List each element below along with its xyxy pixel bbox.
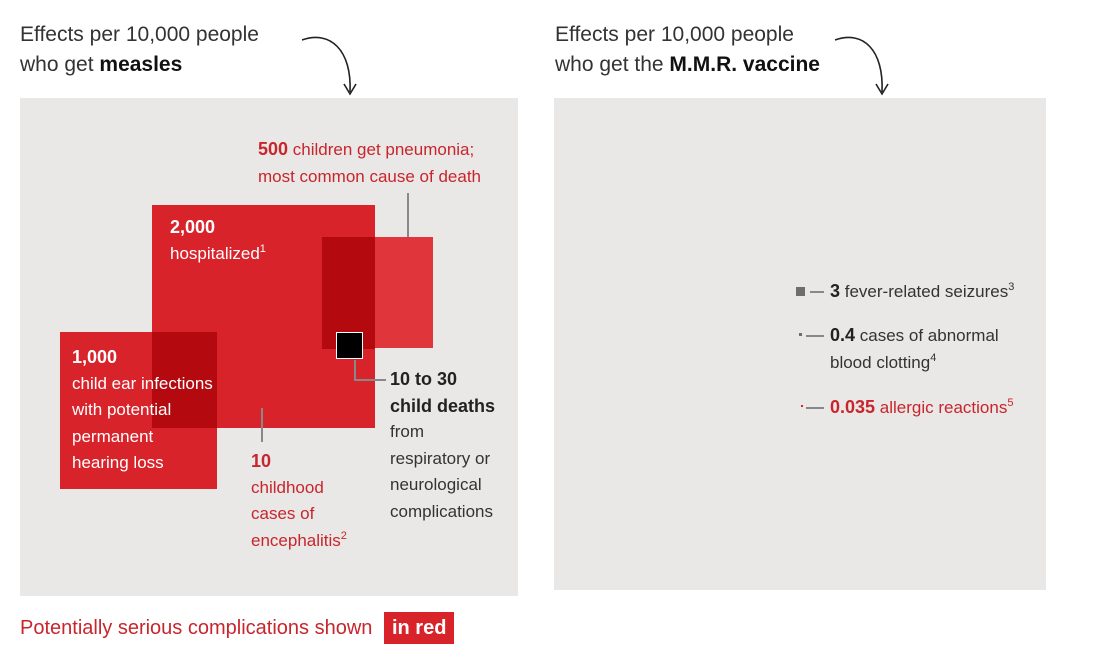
child-deaths-square — [336, 332, 364, 360]
encephalitis-label: 10 childhood cases of encephalitis2 — [251, 448, 347, 554]
heading-arrows — [301, 36, 889, 96]
allergic-square — [801, 405, 803, 407]
seizures-square — [796, 287, 805, 296]
vaccine-arrow-icon — [834, 36, 889, 96]
encephalitis-value: 10 — [251, 451, 272, 471]
clotting-leader — [806, 335, 824, 337]
measles-arrow-icon — [301, 36, 357, 96]
legend-red-box: in red — [383, 612, 455, 644]
measles-heading-line1: Effects per 10,000 people — [20, 23, 259, 46]
clotting-value: 0.4 — [830, 325, 856, 345]
pneumonia-value: 500 — [258, 139, 289, 159]
seizures-label: 3 fever-related seizures3 — [830, 281, 1015, 301]
vaccine-heading: Effects per 10,000 people who get the M.… — [555, 20, 820, 80]
hospitalized-value: 2,000 — [170, 217, 216, 237]
clotting-square — [799, 333, 803, 337]
allergic-leader — [806, 407, 824, 409]
encephalitis-leader — [261, 408, 263, 442]
overlap-hosp-ear — [152, 332, 217, 428]
child-deaths-value: 10 to 30 — [390, 369, 458, 389]
seizures-value: 3 — [830, 281, 841, 301]
ear-infections-value: 1,000 — [72, 347, 118, 367]
allergic-label: 0.035 allergic reactions5 — [830, 397, 1014, 417]
seizures-leader — [810, 291, 824, 293]
deaths-leader-h — [354, 379, 386, 381]
legend-text: Potentially serious complications shown — [20, 617, 373, 639]
pneumonia-line1: 500 children get pneumonia; — [258, 139, 475, 159]
measles-heading: Effects per 10,000 people who get measle… — [20, 20, 259, 80]
pneumonia-leader — [407, 193, 409, 237]
hospitalized-text: hospitalized1 — [170, 242, 266, 263]
legend: Potentially serious complications shown … — [20, 612, 455, 644]
hospitalized-label: 2,000 hospitalized1 — [170, 214, 266, 267]
deaths-leader-v — [354, 360, 356, 380]
pneumonia-label: 500 children get pneumonia; most common … — [258, 136, 481, 190]
child-deaths-label: 10 to 30 child deaths from respiratory o… — [390, 366, 495, 525]
measles-heading-line2: who get measles — [20, 53, 183, 76]
vaccine-heading-line2: who get the M.M.R. vaccine — [555, 53, 820, 76]
vaccine-panel — [554, 98, 1046, 590]
overlap-hosp-pneumonia — [322, 237, 375, 349]
ear-infections-label: 1,000 child ear infections with potentia… — [72, 344, 213, 477]
clotting-label: 0.4 cases of abnormal blood clotting4 — [830, 325, 999, 372]
allergic-value: 0.035 — [830, 397, 876, 417]
vaccine-heading-line1: Effects per 10,000 people — [555, 23, 794, 46]
encephalitis-square — [254, 392, 270, 408]
